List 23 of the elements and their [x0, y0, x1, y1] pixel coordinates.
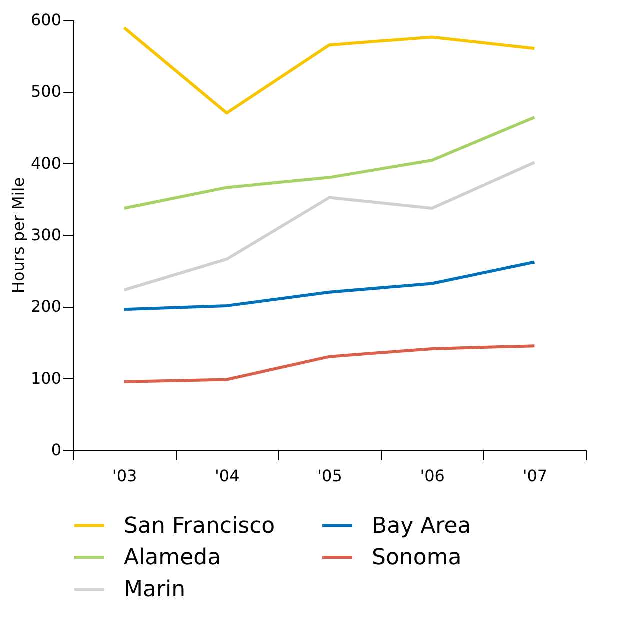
- x-tick-label: '04: [215, 466, 240, 486]
- line-series: [122, 26, 536, 115]
- legend-label: Bay Area: [372, 514, 472, 539]
- y-tick-label: 500: [30, 82, 62, 102]
- line-series: [122, 344, 536, 384]
- x-tick-label: '07: [522, 466, 548, 486]
- line-series: [122, 116, 536, 210]
- y-tick-label: 200: [30, 297, 62, 316]
- line-series: [122, 260, 536, 312]
- line-series: [122, 161, 536, 292]
- y-tick-label: 0: [51, 440, 62, 460]
- y-tick-label: 100: [30, 368, 62, 388]
- legend-label: Marin: [124, 578, 186, 602]
- legend-label: Sonoma: [372, 546, 462, 570]
- y-axis-title: Hours per Mile: [8, 177, 28, 294]
- legend-label: San Francisco: [124, 514, 276, 539]
- y-tick-label: 300: [30, 226, 62, 244]
- y-tick-label: 600: [30, 10, 62, 30]
- x-tick-label: '03: [112, 466, 138, 486]
- x-tick-label: '06: [420, 466, 445, 486]
- y-tick-label: 400: [30, 154, 62, 173]
- x-tick-label: '05: [318, 466, 342, 486]
- legend-label: Alameda: [124, 546, 222, 570]
